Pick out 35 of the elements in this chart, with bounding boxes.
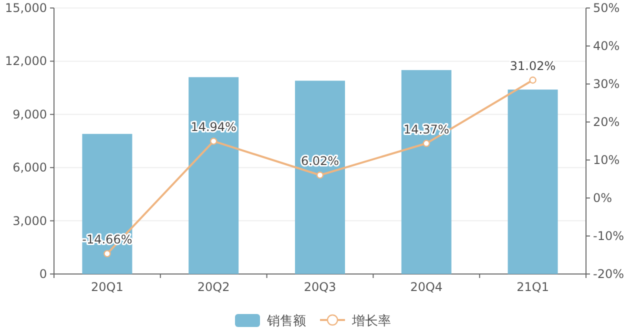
y2-tick-label: -10% [593,229,624,243]
x-tick-label: 20Q2 [197,280,230,294]
x-tick-label: 21Q1 [516,280,549,294]
point [316,172,324,179]
y2-tick-label: 30% [593,77,620,91]
legend-label: 增长率 [351,313,391,329]
legend-label: 销售额 [266,314,306,329]
y2-tick-label: 40% [593,39,620,53]
bar [294,80,346,274]
x-tick-label: 20Q3 [304,280,336,294]
point [210,138,218,145]
x-tick-label: 20Q4 [410,280,443,294]
point [422,140,430,147]
y-tick-label: 15,000 [5,1,47,15]
y-tick-label: 3,000 [12,214,47,228]
y2-tick-label: -20% [593,267,624,281]
data-label: 14.37% [404,122,450,136]
y-tick-label: 6,000 [12,160,47,175]
point [529,76,536,84]
data-label: 6.02% [300,154,340,168]
y-tick-label: 0 [39,267,47,281]
x-tick-label: 20Q1 [91,280,124,294]
y2-tick-label: 0% [593,191,612,205]
bar [401,70,452,274]
data-label: 31.02% [510,59,556,74]
point [104,250,111,258]
y-tick-label: 9,000 [12,107,47,122]
data-label: 14.94% [190,120,236,134]
y2-tick-label: 20% [593,115,620,129]
bar [188,77,239,274]
y2-tick-label: 10% [593,153,620,167]
bar [82,134,132,274]
y2-tick-label: 50% [593,1,620,15]
bar [508,90,558,274]
y-tick-label: 12,000 [5,54,47,68]
